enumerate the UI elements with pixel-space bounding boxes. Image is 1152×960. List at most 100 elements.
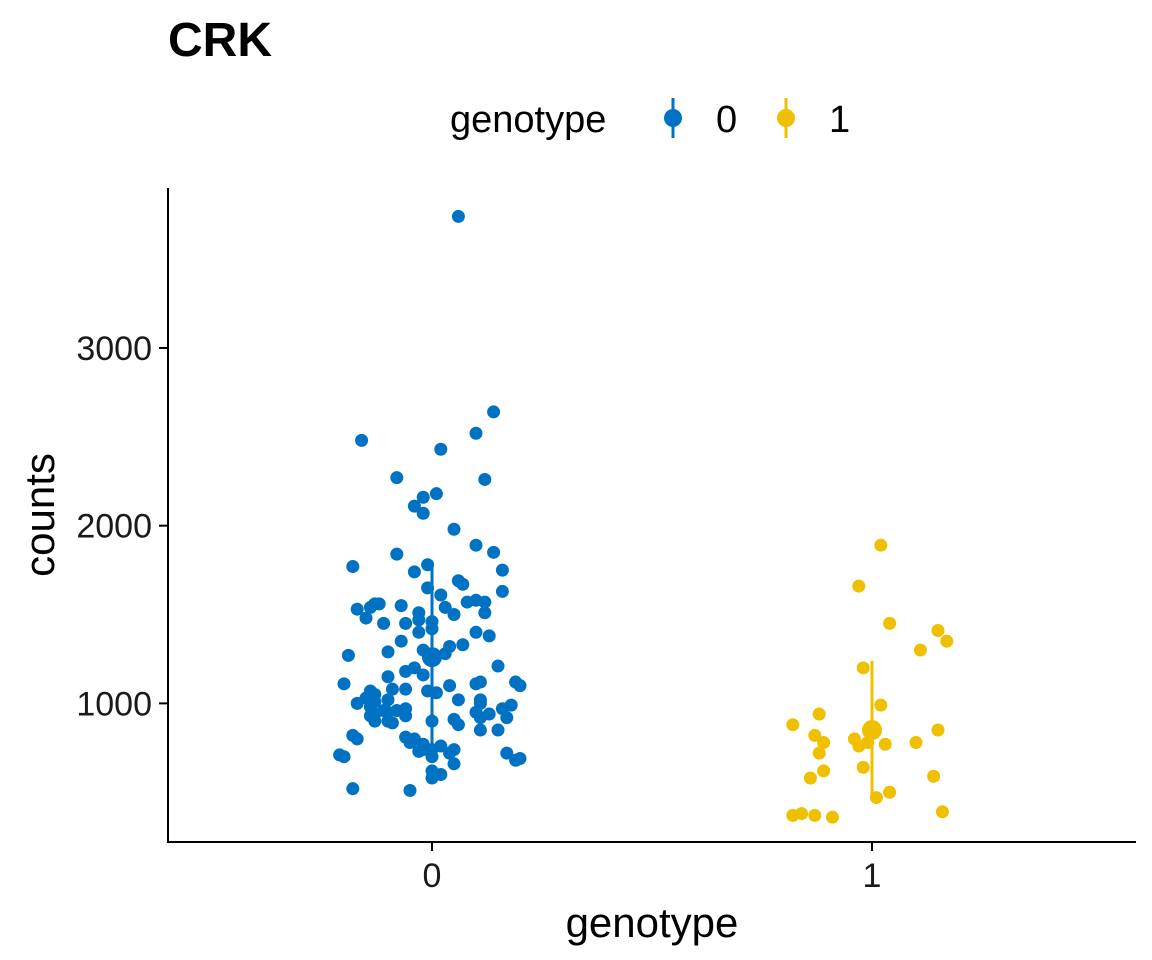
point-g0-2	[355, 433, 369, 447]
point-g1-29	[808, 808, 822, 822]
point-g1-16	[808, 728, 822, 742]
legend-key-dot-0	[664, 109, 682, 127]
point-g0-27	[363, 600, 377, 614]
point-g0-117	[447, 757, 461, 771]
point-g0-3	[469, 426, 483, 440]
point-g1-30	[825, 810, 839, 824]
point-g0-90	[473, 711, 487, 725]
points-layer	[333, 209, 954, 824]
point-g0-53	[491, 659, 505, 673]
point-g1-21	[817, 764, 831, 778]
point-g0-21	[456, 577, 470, 591]
point-g0-29	[394, 599, 408, 613]
summary-layer	[422, 566, 882, 798]
legend-title: genotype	[450, 99, 606, 141]
y-tick-label-3000: 3000	[76, 330, 152, 368]
point-g1-9	[931, 723, 945, 737]
point-g0-69	[451, 693, 465, 707]
point-g0-51	[341, 648, 355, 662]
point-g0-72	[350, 696, 364, 710]
point-g0-18	[407, 565, 421, 579]
point-g0-97	[473, 723, 487, 737]
point-g0-11	[447, 522, 461, 536]
point-g0-102	[350, 732, 364, 746]
point-g0-1	[487, 405, 501, 419]
point-g0-0	[451, 209, 465, 223]
legend-label-0: 0	[716, 99, 737, 141]
point-g0-83	[381, 705, 395, 719]
point-g0-37	[412, 613, 426, 627]
chart-title: CRK	[168, 14, 272, 67]
y-axis-title: counts	[16, 453, 63, 577]
point-g0-89	[500, 711, 514, 725]
point-g1-8	[786, 718, 800, 732]
point-g1-6	[856, 661, 870, 675]
point-g0-59	[469, 677, 483, 691]
point-g0-22	[495, 584, 509, 598]
point-g1-22	[803, 771, 817, 785]
mean-point-0	[422, 647, 442, 668]
point-g0-28	[350, 602, 364, 616]
legend-label-1: 1	[829, 99, 850, 141]
point-g0-6	[478, 472, 492, 486]
point-g0-121	[346, 782, 360, 796]
point-g0-113	[500, 746, 514, 760]
point-g0-112	[337, 750, 351, 764]
point-g1-0	[874, 538, 888, 552]
point-g1-28	[795, 807, 809, 821]
y-tick-label-1000: 1000	[76, 685, 152, 723]
point-g0-12	[469, 538, 483, 552]
y-tick-label-2000: 2000	[76, 508, 152, 546]
point-g0-120	[425, 771, 439, 785]
point-g0-67	[385, 682, 399, 696]
point-g0-95	[385, 716, 399, 730]
point-g0-4	[434, 442, 448, 456]
point-g0-17	[495, 563, 509, 577]
legend-entry-1: 1	[777, 98, 850, 141]
point-g0-13	[487, 545, 501, 559]
point-g0-88	[399, 709, 413, 723]
point-g0-15	[346, 560, 360, 574]
point-g0-103	[403, 735, 417, 749]
point-g0-32	[460, 595, 474, 609]
point-g0-14	[390, 547, 404, 561]
point-g0-110	[443, 746, 457, 760]
point-g1-17	[878, 737, 892, 751]
point-g1-25	[883, 785, 897, 799]
legend-key-dot-1	[777, 109, 795, 127]
point-g1-18	[909, 735, 923, 749]
point-g0-66	[399, 682, 413, 696]
point-g0-30	[438, 600, 452, 614]
legend: genotype 0 1	[450, 98, 850, 141]
point-g0-44	[482, 629, 496, 643]
point-g1-7	[874, 698, 888, 712]
point-g1-19	[812, 746, 826, 760]
point-g0-36	[359, 611, 373, 625]
point-g0-114	[425, 750, 439, 764]
x-tick-label-1: 1	[863, 857, 882, 895]
point-g1-4	[940, 634, 954, 648]
point-g0-40	[377, 616, 391, 630]
point-g0-98	[491, 723, 505, 737]
point-g0-93	[368, 714, 382, 728]
point-g0-61	[443, 679, 457, 693]
x-axis-title: genotype	[566, 899, 739, 946]
y-axis-ticks: 1000 2000 3000	[76, 330, 168, 723]
point-g0-57	[381, 670, 395, 684]
point-g0-55	[399, 664, 413, 678]
point-g0-9	[407, 499, 421, 513]
x-tick-label-0: 0	[423, 857, 442, 895]
point-g0-42	[412, 625, 426, 639]
point-g0-60	[337, 677, 351, 691]
point-g0-63	[513, 679, 527, 693]
mean-point-1	[862, 720, 882, 741]
point-g0-50	[381, 645, 395, 659]
point-g0-34	[447, 608, 461, 622]
point-g0-7	[416, 490, 430, 504]
point-g1-14	[817, 735, 831, 749]
point-g1-1	[852, 579, 866, 593]
point-g1-20	[856, 760, 870, 774]
point-g0-56	[416, 668, 430, 682]
